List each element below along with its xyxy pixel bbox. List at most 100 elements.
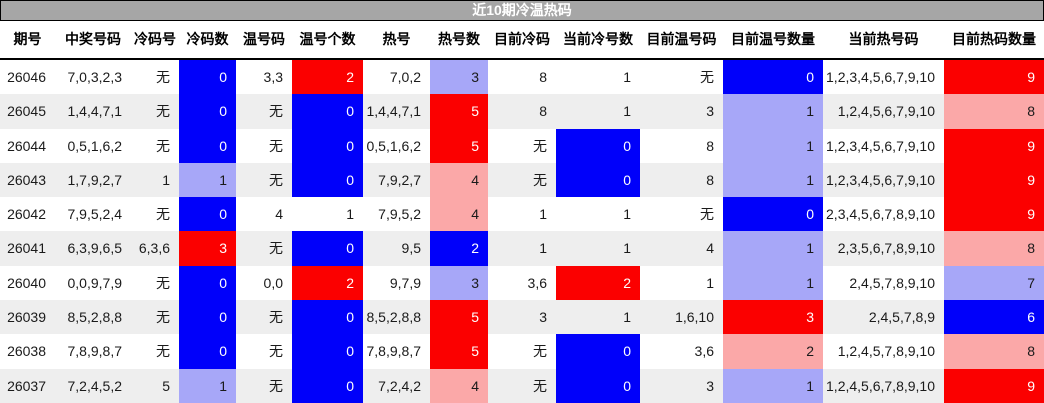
cell-hot-count: 3: [430, 60, 488, 95]
col-header-current-warm-count: 目前温号数量: [731, 31, 815, 47]
cell-current-warm: 3: [706, 103, 714, 120]
cell-winning-numbers: 1,4,4,7,1: [67, 103, 123, 120]
col-header-hot-count: 热号数: [438, 31, 480, 47]
cell-hot-number: 7,0,2: [389, 69, 421, 85]
cell-current-warm-count: 1: [723, 94, 823, 129]
table-row: 26037 7,2,4,5,2 5 1 无 0 7,2,4,2 4 无 0 3 1 1,2,4,5,6,…: [0, 368, 1044, 403]
cell-warm-number: 无: [269, 309, 283, 326]
cell-hot-count: 5: [430, 94, 488, 129]
cell-warm-number: 无: [269, 137, 283, 154]
col-header-period: 期号: [13, 31, 42, 47]
cell-warm-number: 无: [269, 343, 283, 360]
cell-warm-count: 0: [292, 94, 363, 129]
cell-current-cold-count: 1: [623, 206, 631, 223]
cell-current-cold: 3,6: [527, 274, 547, 291]
cell-current-hot: 2,3,5,6,7,8,9,10: [837, 240, 935, 257]
cell-cold-count: 0: [179, 60, 236, 95]
cell-current-hot: 1,2,3,4,5,6,7,9,10: [826, 171, 935, 188]
cell-current-warm-count: 1: [723, 265, 823, 301]
cell-hot-count: 5: [430, 128, 488, 163]
cell-current-cold: 1: [539, 206, 547, 223]
cell-current-cold: 无: [533, 137, 547, 154]
cell-winning-numbers: 8,5,2,8,8: [67, 309, 123, 326]
cell-cold-count: 0: [179, 300, 236, 335]
cell-warm-count: 2: [292, 265, 363, 301]
cell-current-hot-count: 9: [944, 162, 1044, 198]
cell-current-cold-count: 2: [556, 265, 640, 301]
cell-hot-count: 4: [430, 368, 488, 403]
col-header-current-hot-count: 目前热码数量: [952, 31, 1036, 47]
cell-current-hot-count: 8: [944, 334, 1044, 369]
panel-title: 近10期冷温热码: [0, 0, 1044, 21]
table-row: 26043 1,7,9,2,7 1 1 无 0 7,9,2,7 4 无 0 8 1 1,2,3,4,5,…: [0, 162, 1044, 198]
cell-winning-numbers: 7,9,5,2,4: [67, 206, 123, 223]
table-header-row: 期号 中奖号码 冷码号 冷码数 温号码 温号个数 热号 热号数 目前冷码 当前冷号数 目前温号码 目前…: [0, 21, 1044, 60]
col-header-hot-number: 热号: [382, 31, 411, 47]
cell-current-cold-count: 0: [556, 162, 640, 198]
cell-current-cold: 8: [539, 103, 547, 120]
cell-period: 26039: [7, 309, 46, 326]
cell-hot-count: 3: [430, 265, 488, 301]
cell-current-cold: 无: [533, 171, 547, 188]
cell-warm-number: 0,0: [263, 274, 283, 291]
cell-cold-number: 无: [156, 274, 170, 291]
cell-current-warm: 8: [706, 171, 714, 188]
cell-winning-numbers: 7,2,4,5,2: [67, 377, 123, 394]
col-header-warm-count: 温号个数: [299, 31, 356, 47]
cell-current-cold-count: 1: [623, 69, 631, 85]
cell-current-warm: 8: [706, 137, 714, 154]
cell-hot-count: 5: [430, 300, 488, 335]
table-row: 26046 7,0,3,2,3 无 0 3,3 2 7,0,2 3 8 1 无 0 1,2,3,4,5,…: [0, 60, 1044, 95]
cell-hot-count: 4: [430, 197, 488, 232]
cell-current-cold: 无: [533, 343, 547, 360]
cell-current-warm-count: 1: [723, 231, 823, 266]
cell-current-hot: 1,2,3,4,5,6,7,9,10: [826, 137, 935, 154]
col-header-current-cold: 目前冷码: [494, 31, 550, 47]
cell-current-warm: 无: [700, 69, 714, 85]
cell-current-warm: 1,6,10: [675, 309, 714, 326]
col-header-current-warm: 目前温号码: [646, 31, 717, 47]
cell-cold-number: 6,3,6: [138, 240, 170, 257]
cell-winning-numbers: 6,3,9,6,5: [67, 240, 123, 257]
table-body: 26046 7,0,3,2,3 无 0 3,3 2 7,0,2 3 8 1 无 0 1,2,3,4,5,…: [0, 60, 1044, 403]
cell-period: 26041: [7, 240, 46, 257]
cell-cold-count: 0: [179, 197, 236, 232]
cell-cold-count: 1: [179, 162, 236, 198]
cell-period: 26042: [7, 206, 46, 223]
cell-cold-number: 无: [156, 69, 170, 85]
cell-winning-numbers: 1,7,9,2,7: [67, 171, 123, 188]
cell-warm-count: 0: [292, 162, 363, 198]
cell-period: 26046: [7, 69, 46, 85]
cell-warm-count: 0: [292, 300, 363, 335]
cell-current-warm: 1: [706, 274, 714, 291]
cell-hot-number: 1,4,4,7,1: [366, 103, 422, 120]
cell-cold-count: 0: [179, 94, 236, 129]
cell-current-warm-count: 3: [723, 300, 823, 335]
cell-warm-count: 0: [292, 128, 363, 163]
cell-current-hot-count: 7: [944, 265, 1044, 301]
cell-current-warm-count: 0: [723, 60, 823, 95]
cell-cold-number: 无: [156, 343, 170, 360]
cell-current-hot-count: 9: [944, 197, 1044, 232]
cell-current-cold: 无: [533, 377, 547, 394]
cell-warm-count: 0: [292, 231, 363, 266]
cell-current-cold: 1: [539, 240, 547, 257]
cell-hot-count: 4: [430, 162, 488, 198]
cell-current-cold-count: 1: [623, 240, 631, 257]
cell-current-hot-count: 9: [944, 128, 1044, 163]
col-header-cold-number: 冷码号: [134, 31, 176, 47]
cell-current-hot: 1,2,3,4,5,6,7,9,10: [826, 69, 935, 85]
table-row: 26039 8,5,2,8,8 无 0 无 0 8,5,2,8,8 5 3 1 1,6,10 3 2,4…: [0, 300, 1044, 335]
cell-cold-count: 1: [179, 368, 236, 403]
cell-cold-count: 0: [179, 334, 236, 369]
cell-current-warm-count: 1: [723, 368, 823, 403]
col-header-winning-numbers: 中奖号码: [65, 31, 121, 47]
cell-warm-count: 2: [292, 60, 363, 95]
cell-current-hot-count: 8: [944, 94, 1044, 129]
col-header-current-cold-count: 当前冷号数: [563, 31, 633, 47]
cell-hot-number: 7,2,4,2: [378, 377, 421, 394]
cell-current-warm-count: 1: [723, 162, 823, 198]
cell-current-cold-count: 1: [623, 309, 631, 326]
cell-current-cold-count: 0: [556, 368, 640, 403]
